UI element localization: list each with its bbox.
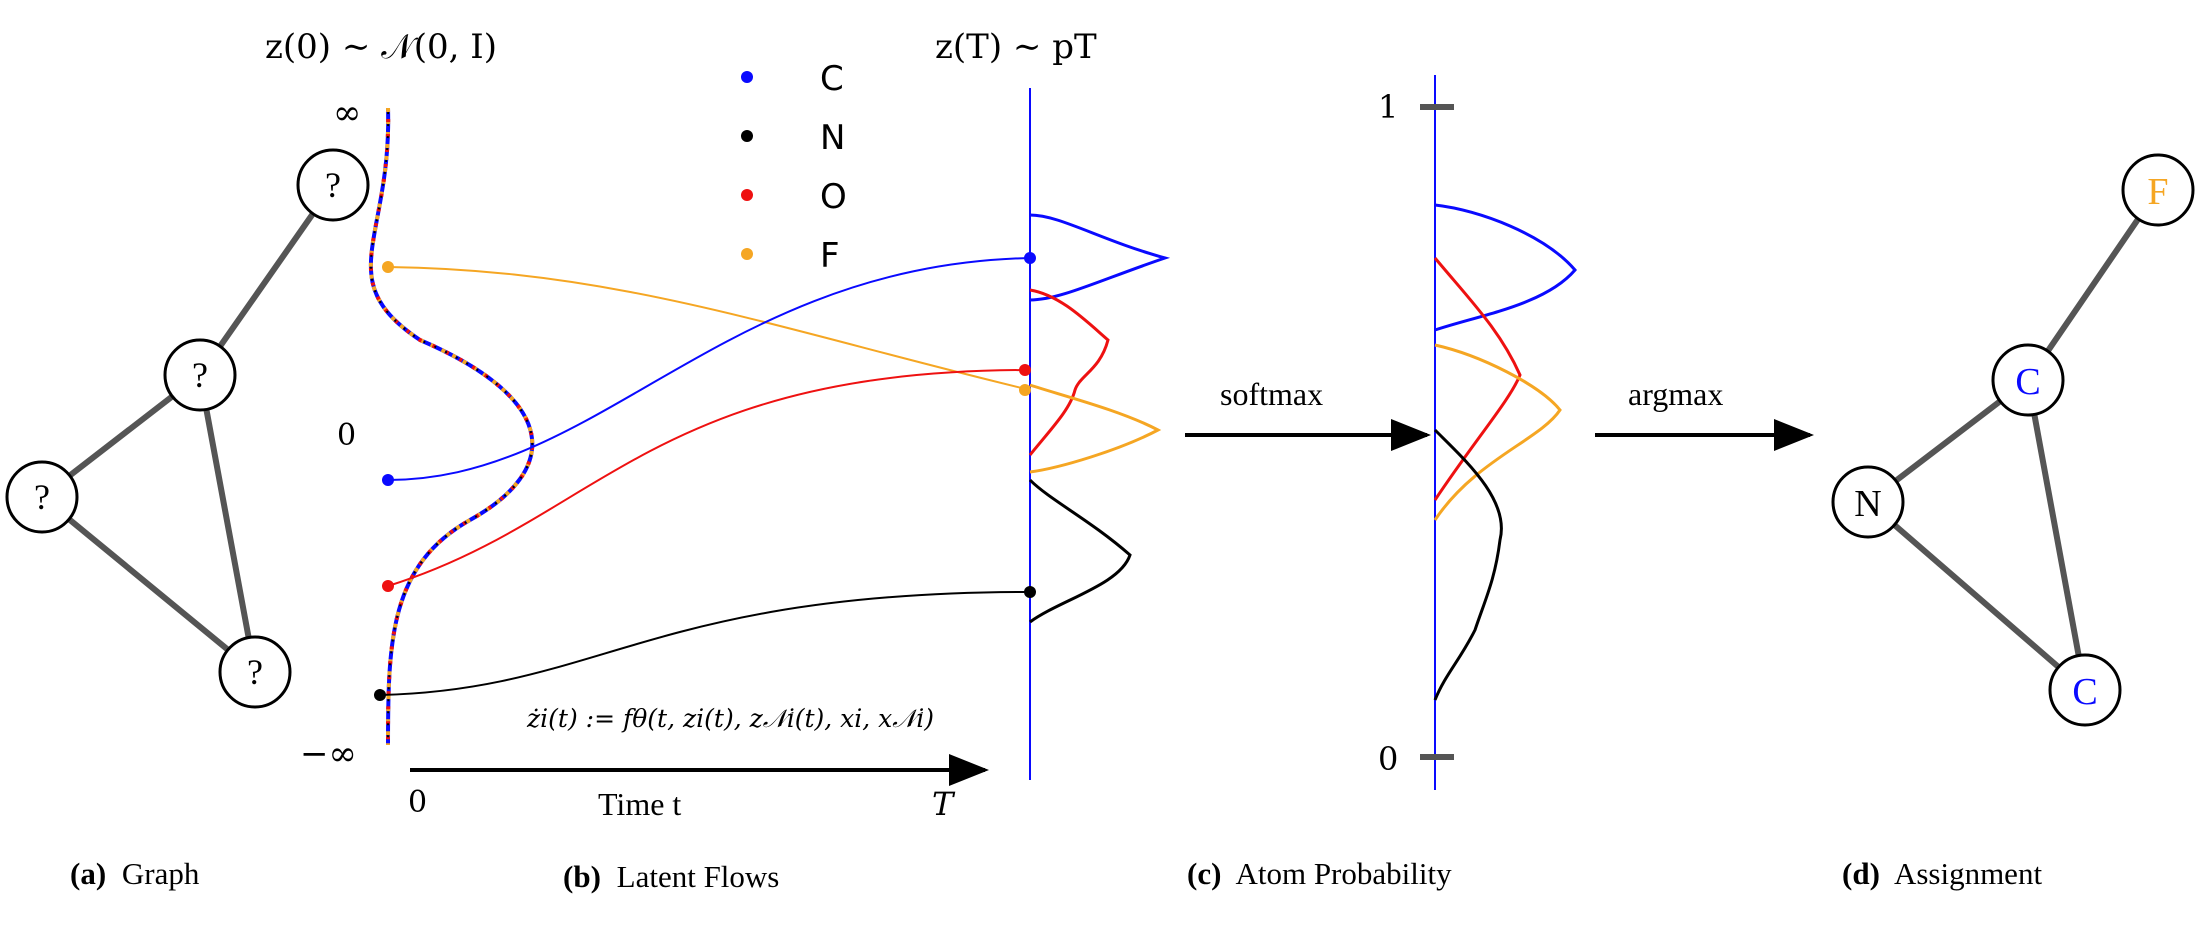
atom-node-C: C [1991, 343, 2065, 417]
atom-legend: C N O F [741, 59, 847, 276]
graph-node: ? [5, 460, 79, 534]
flow-trajectory-F [387, 266, 1031, 391]
legend-marker-N [741, 130, 753, 142]
panel-d-assignment: F C N C (d) Assignment [1831, 153, 2195, 891]
legend-item-O: O [741, 177, 847, 217]
legend-marker-C [741, 71, 753, 83]
caption-a-text: Graph [122, 856, 200, 891]
legend-label-C: C [820, 59, 844, 99]
final-density-O [1028, 288, 1110, 456]
panel-a-graph: ? ? ? ? (a) Graph [5, 148, 370, 891]
graph-node-label: ? [34, 477, 50, 517]
atom-node-C: C [2048, 653, 2122, 727]
caption-b-text: Latent Flows [617, 859, 780, 894]
caption-b: (b) Latent Flows [563, 859, 779, 894]
softmax-label: softmax [1220, 376, 1323, 412]
legend-item-N: N [741, 118, 845, 158]
legend-label-N: N [820, 118, 845, 158]
probability-curve-C [1434, 203, 1577, 332]
graph-node-label: ? [192, 355, 208, 395]
panel-b-latent-flows: z(0) ∼ 𝒩(0, I) z(T) ∼ pT ∞ 0 −∞ [265, 27, 1171, 894]
atom-label-C: C [2015, 361, 2040, 403]
initial-gaussian-density [368, 107, 535, 746]
molecule-bond [1865, 499, 2088, 693]
legend-label-F: F [820, 236, 840, 276]
atom-label-F: F [2147, 171, 2168, 213]
axis-label-neg-inf: −∞ [300, 734, 357, 774]
end-point-C [1024, 252, 1036, 264]
tick-label-one: 1 [1378, 88, 1398, 126]
caption-a: (a) Graph [70, 856, 200, 891]
flow-trajectory-C [387, 257, 1031, 481]
start-point-N [374, 689, 386, 701]
graph-node-label: ? [325, 165, 341, 205]
atom-label-C: C [2072, 671, 2097, 713]
caption-c-letter: (c) [1187, 856, 1221, 891]
final-density-F [1029, 383, 1162, 474]
caption-d-letter: (d) [1842, 856, 1880, 891]
start-point-C [382, 474, 394, 486]
softmax-step: softmax [1185, 376, 1431, 451]
time-axis-label: Time t [598, 786, 681, 822]
panel-c-atom-probability: 1 0 (c) Atom Probability [1187, 75, 1577, 891]
probability-curve-F [1433, 343, 1562, 521]
end-point-F [1019, 384, 1031, 396]
graph-node: ? [218, 635, 292, 709]
axis-label-inf: ∞ [333, 93, 361, 133]
caption-c-text: Atom Probability [1235, 856, 1452, 891]
atom-label-N: N [1854, 483, 1881, 525]
final-distribution-formula: z(T) ∼ pT [935, 27, 1097, 67]
start-point-O [382, 580, 394, 592]
time-end-label: T [932, 785, 956, 823]
caption-a-letter: (a) [70, 856, 106, 891]
end-point-N [1024, 586, 1036, 598]
molecule-bond [2025, 187, 2161, 383]
time-start-label: 0 [408, 785, 427, 820]
probability-curve-O [1433, 257, 1522, 501]
final-density-C [1029, 213, 1171, 302]
axis-label-zero: 0 [337, 418, 356, 453]
graph-node: ? [163, 338, 237, 412]
initial-distribution-formula: z(0) ∼ 𝒩(0, I) [265, 27, 497, 67]
legend-item-F: F [741, 236, 840, 276]
legend-marker-O [741, 189, 753, 201]
atom-node-N: N [1831, 465, 1905, 539]
tick-label-zero: 0 [1378, 740, 1398, 778]
graph-node-label: ? [247, 652, 263, 692]
graph-edge [197, 372, 258, 675]
graph-edge [197, 182, 336, 378]
final-density-N [1028, 478, 1132, 624]
caption-c: (c) Atom Probability [1187, 856, 1452, 891]
argmax-step: argmax [1595, 376, 1814, 451]
argmax-label: argmax [1628, 376, 1723, 412]
ode-equation: żi(t) := fθ(t, zi(t), z𝒩i(t), xi, x𝒩i) [526, 704, 934, 733]
graph-edge [39, 494, 258, 675]
caption-d-text: Assignment [1894, 856, 2043, 891]
legend-item-C: C [741, 59, 844, 99]
legend-marker-F [741, 248, 753, 260]
caption-b-letter: (b) [563, 859, 601, 894]
flow-trajectory-N [379, 591, 1031, 696]
molecule-bond [2025, 377, 2088, 693]
end-point-O [1019, 364, 1031, 376]
probability-curve-N [1433, 428, 1503, 701]
start-point-F [382, 261, 394, 273]
caption-d: (d) Assignment [1842, 856, 2042, 891]
atom-node-F: F [2121, 153, 2195, 227]
graph-node: ? [296, 148, 370, 222]
flow-trajectory-O [387, 369, 1031, 587]
legend-label-O: O [820, 177, 847, 217]
